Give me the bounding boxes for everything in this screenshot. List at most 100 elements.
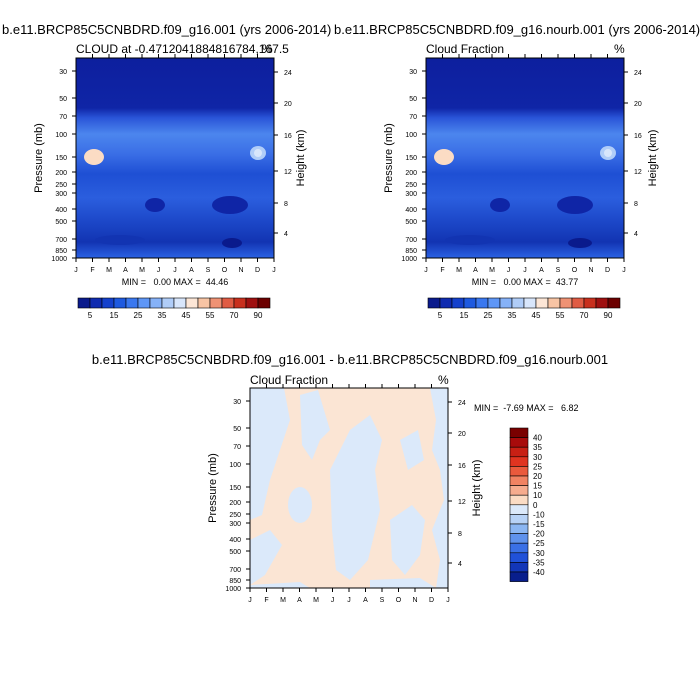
colorbar-swatch: [451, 297, 465, 309]
colorbar-swatch: [427, 297, 441, 309]
ylabel-right-top-left: Height (km): [295, 130, 307, 187]
colorbar-swatch: [475, 297, 489, 309]
svg-text:S: S: [206, 267, 211, 274]
colorbar-label: 35: [508, 311, 517, 320]
left-axis-bottom: 30 50 70 100 150 200 250 300 400 500 700 850 100…: [225, 399, 241, 593]
svg-text:700: 700: [55, 237, 67, 244]
colorbar-label: -15: [533, 520, 545, 529]
svg-text:F: F: [90, 267, 94, 274]
svg-text:J: J: [74, 267, 78, 274]
colorbar-swatch: [595, 297, 609, 309]
svg-text:S: S: [380, 597, 385, 604]
svg-text:850: 850: [229, 578, 241, 585]
svg-text:250: 250: [405, 182, 417, 189]
colorbar-label: -40: [533, 568, 545, 577]
svg-text:4: 4: [284, 231, 288, 238]
colorbar-swatch: [511, 297, 525, 309]
svg-text:850: 850: [405, 248, 417, 255]
svg-text:150: 150: [229, 485, 241, 492]
svg-text:1000: 1000: [225, 586, 241, 593]
colorbar-swatch: [509, 533, 529, 544]
colorbar-swatch: [547, 297, 561, 309]
colorbar-swatch: [509, 475, 529, 486]
ylabel-bottom: Pressure (mb): [207, 453, 219, 523]
colorbar-label: 5: [88, 311, 93, 320]
colorbar-swatch: [499, 297, 513, 309]
svg-text:M: M: [139, 267, 145, 274]
svg-text:16: 16: [458, 463, 466, 470]
colorbar-label: 70: [580, 311, 589, 320]
svg-text:S: S: [556, 267, 561, 274]
svg-text:1000: 1000: [51, 256, 67, 263]
colorbar-label: -35: [533, 558, 545, 567]
svg-text:200: 200: [55, 170, 67, 177]
colorbar-label: 15: [110, 311, 119, 320]
colorbar-swatch: [173, 297, 187, 309]
ylabel-top-right: Pressure (mb): [383, 123, 395, 193]
colorbar-top-right: 5 15 25 35 45 55 70 90: [427, 297, 621, 320]
svg-text:200: 200: [229, 500, 241, 507]
subtitle-left-bottom: Cloud Fraction: [250, 373, 328, 387]
svg-text:A: A: [473, 267, 478, 274]
colorbar-label: 40: [533, 434, 542, 443]
colorbar-swatch: [607, 297, 621, 309]
svg-text:J: J: [248, 597, 252, 604]
left-axis-top-left: 30 50 70 100 150 200 250 300 400 500 700…: [51, 69, 67, 263]
svg-text:O: O: [396, 597, 402, 604]
svg-text:100: 100: [55, 132, 67, 139]
right-axis-top-left: 24 20 16 12 8 4: [284, 70, 292, 238]
svg-text:30: 30: [59, 69, 67, 76]
right-axis-top-right: 24 20 16 12 8 4: [634, 70, 642, 238]
colorbar-label: 20: [533, 472, 542, 481]
colorbar-label: 55: [556, 311, 565, 320]
colorbar-label: 90: [254, 311, 263, 320]
colorbar-swatch: [509, 427, 529, 438]
svg-text:24: 24: [458, 400, 466, 407]
colorbar-label: 15: [460, 311, 469, 320]
colorbar-label: -25: [533, 539, 545, 548]
colorbar-label: 55: [206, 311, 215, 320]
colorbar-swatch: [535, 297, 549, 309]
svg-text:A: A: [297, 597, 302, 604]
svg-text:500: 500: [55, 219, 67, 226]
svg-text:A: A: [123, 267, 128, 274]
svg-text:8: 8: [284, 201, 288, 208]
svg-text:8: 8: [634, 201, 638, 208]
svg-text:50: 50: [409, 96, 417, 103]
colorbar-swatch: [509, 456, 529, 467]
svg-text:150: 150: [55, 155, 67, 162]
svg-text:A: A: [189, 267, 194, 274]
svg-text:400: 400: [405, 207, 417, 214]
colorbar-swatch: [509, 523, 529, 534]
svg-text:700: 700: [229, 567, 241, 574]
colorbar-label: 25: [484, 311, 493, 320]
heatmap-top-right: [426, 58, 624, 258]
subtitle-right-bottom: %: [438, 373, 449, 387]
svg-text:N: N: [238, 267, 243, 274]
svg-text:20: 20: [458, 431, 466, 438]
svg-text:300: 300: [55, 191, 67, 198]
heatmap-bottom: [250, 388, 448, 588]
colorbar-swatch: [77, 297, 91, 309]
colorbar-swatch: [463, 297, 477, 309]
colorbar-swatch: [509, 542, 529, 554]
svg-text:12: 12: [458, 499, 466, 506]
colorbar-swatch: [149, 297, 163, 309]
svg-text:100: 100: [405, 132, 417, 139]
colorbar-label: 25: [134, 311, 143, 320]
colorbar-label: 35: [533, 443, 542, 452]
colorbar-swatch: [221, 297, 235, 309]
colorbar-swatch: [509, 504, 529, 515]
svg-text:500: 500: [405, 219, 417, 226]
svg-text:D: D: [255, 267, 260, 274]
svg-text:70: 70: [233, 444, 241, 451]
colorbar-label: 30: [533, 453, 542, 462]
svg-text:J: J: [272, 267, 276, 274]
ylabel-right-bottom: Height (km): [471, 460, 483, 517]
svg-text:20: 20: [284, 101, 292, 108]
svg-text:J: J: [173, 267, 177, 274]
